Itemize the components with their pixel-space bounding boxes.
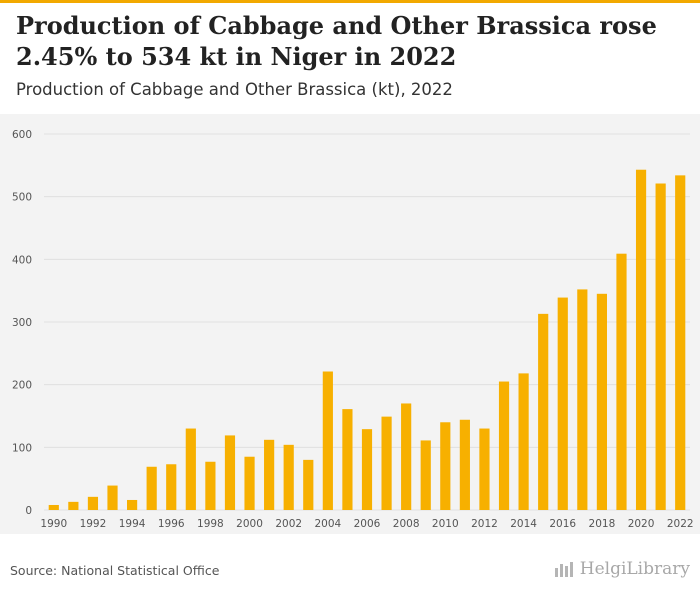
x-tick-label: 2020 xyxy=(628,518,655,530)
bar xyxy=(381,416,392,510)
x-tick-label: 1996 xyxy=(158,518,185,530)
y-tick-label: 600 xyxy=(12,129,32,141)
bar xyxy=(224,435,236,510)
x-tick-label: 2014 xyxy=(510,518,537,530)
y-tick-label: 500 xyxy=(12,192,32,204)
bar xyxy=(244,456,255,510)
bar xyxy=(48,504,59,510)
y-tick-label: 300 xyxy=(12,317,32,329)
chart-subtitle: Production of Cabbage and Other Brassica… xyxy=(16,80,453,99)
x-tick-label: 1994 xyxy=(119,518,146,530)
bar xyxy=(127,499,138,510)
x-tick-label: 2012 xyxy=(471,518,498,530)
top-accent-rule xyxy=(0,0,700,3)
bar xyxy=(87,496,99,510)
bar xyxy=(596,293,607,510)
x-tick-label: 2010 xyxy=(432,518,459,530)
bar xyxy=(107,485,118,510)
x-tick-label: 2004 xyxy=(314,518,341,530)
y-tick-label: 200 xyxy=(12,380,32,392)
bar xyxy=(205,461,216,510)
x-tick-label: 1990 xyxy=(40,518,67,530)
bar xyxy=(440,422,451,510)
bar xyxy=(538,313,549,510)
bar xyxy=(322,371,333,510)
y-tick-label: 400 xyxy=(12,254,32,266)
bar xyxy=(655,183,666,511)
bar xyxy=(616,253,627,510)
bar xyxy=(635,169,647,510)
bar-chart: 0 100 200 300 400 500 600 1990 1992 1994 1996 1998 2… xyxy=(12,129,694,530)
brand-logo: HelgiLibrary xyxy=(554,559,690,579)
x-tick-label: 2018 xyxy=(589,518,616,530)
bar xyxy=(577,289,588,510)
bar xyxy=(518,373,529,510)
chart-headline: Production of Cabbage and Other Brassica… xyxy=(16,11,657,71)
bar xyxy=(479,428,490,510)
x-tick-label: 1992 xyxy=(80,518,107,530)
bar xyxy=(459,419,470,510)
bar xyxy=(303,459,314,510)
x-tick-label: 2016 xyxy=(549,518,576,530)
y-tick-label: 100 xyxy=(12,442,32,454)
bar xyxy=(283,444,294,510)
brand-name: HelgiLibrary xyxy=(579,559,690,579)
bar xyxy=(498,381,510,510)
bar xyxy=(675,175,686,511)
y-tick-label: 0 xyxy=(25,505,32,517)
bar xyxy=(146,466,157,510)
bar xyxy=(557,297,568,510)
bar xyxy=(264,439,275,510)
bar xyxy=(361,429,373,510)
x-tick-label: 2002 xyxy=(275,518,302,530)
x-tick-label: 1998 xyxy=(197,518,224,530)
bar xyxy=(342,409,353,510)
bar xyxy=(420,440,431,510)
bar-chart-logo-icon xyxy=(554,562,573,577)
chart-panel: 0 100 200 300 400 500 600 1990 1992 1994 1996 1998 2… xyxy=(0,114,700,534)
x-tick-label: 2022 xyxy=(667,518,694,530)
x-tick-label: 2000 xyxy=(236,518,263,530)
bar xyxy=(185,428,196,510)
bar xyxy=(68,501,79,510)
source-note: Source: National Statistical Office xyxy=(10,563,220,578)
x-tick-label: 2006 xyxy=(354,518,381,530)
x-tick-label: 2008 xyxy=(393,518,420,530)
bar xyxy=(166,464,177,510)
bar xyxy=(401,403,412,510)
